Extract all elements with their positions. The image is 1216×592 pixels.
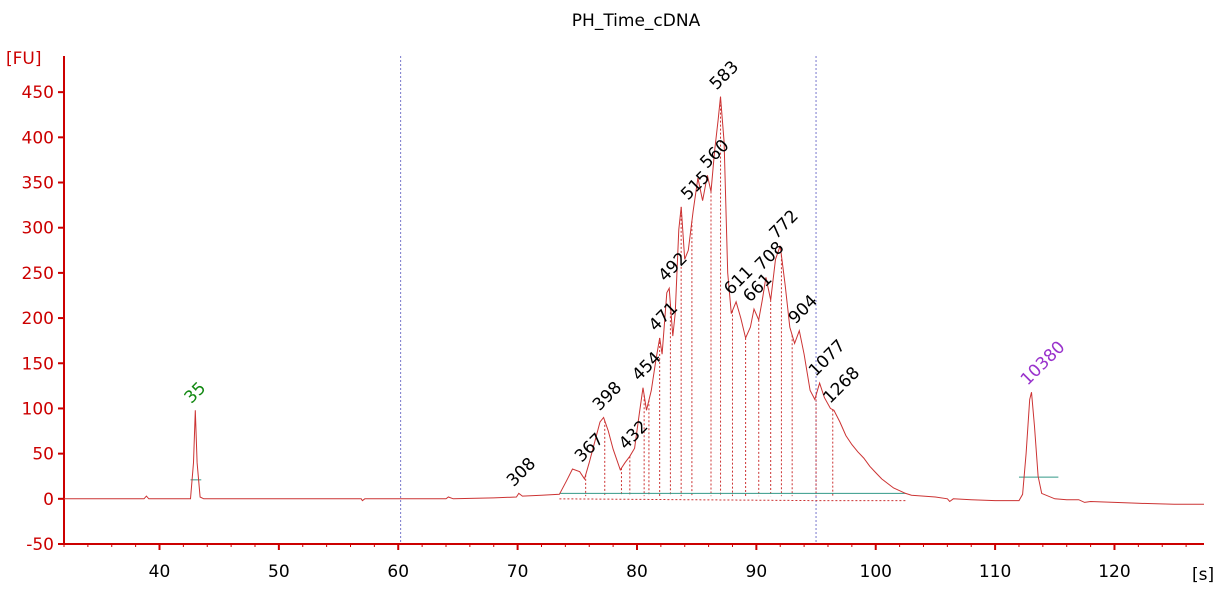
chart-title: PH_Time_cDNA	[572, 11, 701, 31]
y-tick-label: 50	[32, 445, 54, 465]
smear-lower-envelope	[559, 498, 906, 502]
peak-label: 560	[696, 136, 733, 173]
peak-labels: 3530836739843245447149251556058361166170…	[181, 57, 1070, 491]
axes: -50 0 50 100 150 200 250 300 350 400 450 40 50 60 70 80…	[22, 56, 1204, 582]
y-tick-label: 450	[22, 83, 54, 103]
y-tick-label: 250	[22, 264, 54, 284]
peak-label: 398	[589, 378, 626, 415]
fluorescence-trace	[64, 96, 1204, 505]
y-tick-label: 400	[22, 128, 54, 148]
y-tick-label: 300	[22, 219, 54, 239]
peak-label: 432	[615, 417, 652, 454]
x-axis-label: [s]	[1192, 565, 1214, 585]
y-tick-label: 100	[22, 399, 54, 419]
y-axis-label: [FU]	[6, 49, 42, 69]
y-tick-label: 150	[22, 354, 54, 374]
x-tick-label: 60	[387, 562, 409, 582]
peak-label: 515	[677, 167, 714, 204]
peak-label: 772	[766, 206, 803, 243]
y-tick-label: 0	[43, 490, 54, 510]
y-tick-label: 200	[22, 309, 54, 329]
x-tick-label: 40	[149, 562, 171, 582]
x-tick-label: 50	[268, 562, 290, 582]
peak-label: 308	[503, 454, 540, 491]
x-tick-label: 70	[507, 562, 529, 582]
peak-label: 35	[181, 378, 210, 407]
peak-label: 583	[706, 57, 743, 94]
x-tick-label: 90	[746, 562, 768, 582]
y-tick-label: -50	[26, 535, 54, 555]
peak-droplines	[559, 96, 906, 502]
x-tick-label: 100	[860, 562, 892, 582]
peak-label: 10380	[1017, 337, 1069, 389]
peak-baselines	[190, 476, 1059, 494]
x-tick-label: 80	[626, 562, 648, 582]
peak-label: 367	[571, 429, 608, 466]
peak-label: 471	[645, 298, 682, 335]
x-tick-label: 110	[979, 562, 1011, 582]
peak-label: 492	[655, 249, 692, 286]
marker-lines	[400, 56, 817, 544]
x-tick-label: 120	[1098, 562, 1130, 582]
y-tick-label: 350	[22, 174, 54, 194]
